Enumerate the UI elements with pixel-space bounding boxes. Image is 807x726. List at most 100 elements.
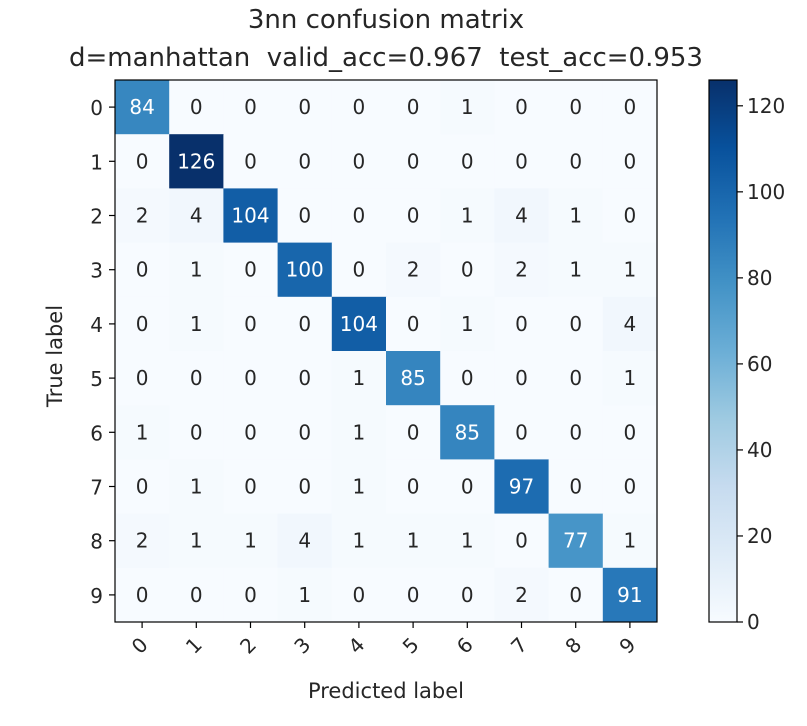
cell-value-label: 0 [624, 475, 637, 499]
cell-value-label: 0 [298, 204, 311, 228]
cell-value-label: 0 [461, 149, 474, 173]
cell-value-label: 126 [177, 149, 215, 173]
cell-value-label: 4 [298, 529, 311, 553]
heatmap-cell [440, 134, 495, 189]
cell-value-label: 1 [190, 475, 203, 499]
cell-value-label: 0 [407, 149, 420, 173]
cell-value-label: 0 [624, 95, 637, 119]
heatmap-cell [386, 242, 441, 298]
cell-value-label: 0 [624, 204, 637, 228]
cell-value-label: 0 [244, 475, 257, 499]
chart-title: 3nn confusion matrix [248, 5, 524, 35]
cell-value-label: 0 [244, 420, 257, 444]
cell-value-label: 2 [515, 583, 528, 607]
cell-value-label: 2 [515, 258, 528, 282]
y-tick-label: 8 [90, 530, 103, 554]
cell-labels: 84 0 0 0 0 0 1 0 0 00 126 0 0 0 0 0 0 0 02 4 104 0 0 0 1 4 1 00 1 0 10… [129, 95, 642, 607]
heatmap-cell [223, 80, 279, 135]
heatmap-cell [440, 351, 495, 406]
heatmap-cell [386, 296, 441, 352]
cell-value-label: 0 [244, 312, 257, 336]
cell-value-label: 85 [400, 366, 425, 390]
heatmap-cell [169, 134, 224, 189]
cell-value-label: 0 [298, 420, 311, 444]
cell-value-label: 1 [244, 529, 257, 553]
x-tick-label: 9 [614, 633, 640, 659]
cell-value-label: 1 [569, 258, 582, 282]
heatmap-cell [548, 296, 604, 352]
cell-value-label: 1 [190, 258, 203, 282]
cell-value-label: 1 [461, 204, 474, 228]
heatmap-cell [169, 567, 224, 623]
heatmap-cell [331, 459, 387, 515]
cell-value-label: 0 [136, 258, 149, 282]
heatmap-cell [548, 405, 604, 460]
x-tick-label: 5 [398, 633, 424, 659]
cell-value-label: 0 [353, 258, 366, 282]
cell-value-label: 0 [244, 366, 257, 390]
heatmap-cell [494, 351, 550, 406]
cell-value-label: 0 [244, 149, 257, 173]
heatmap-cell [494, 188, 550, 244]
plot-frame [114, 79, 658, 623]
heatmap-cell [331, 405, 387, 460]
cell-value-label: 1 [624, 258, 637, 282]
cell-value-label: 0 [569, 366, 582, 390]
cell-value-label: 0 [136, 583, 149, 607]
cell-value-label: 97 [509, 475, 534, 499]
cell-value-label: 0 [515, 420, 528, 444]
colorbar-tick-label: 60 [747, 352, 772, 376]
heatmap-cell [223, 188, 279, 244]
cell-value-label: 2 [136, 529, 149, 553]
cell-value-label: 1 [353, 475, 366, 499]
heatmap-cell [440, 459, 495, 515]
heatmap-cell [169, 513, 224, 569]
heatmap-cell [223, 567, 279, 623]
cell-value-label: 0 [569, 149, 582, 173]
heatmap-cell [277, 296, 333, 352]
heatmap-cell [602, 351, 658, 406]
heatmap-cell [440, 513, 495, 569]
heatmap-cell [494, 242, 550, 298]
cell-value-label: 0 [136, 366, 149, 390]
heatmap-cell [494, 134, 550, 189]
heatmap-cell [277, 134, 333, 189]
heatmap-cell [386, 459, 441, 515]
heatmap-cell [386, 188, 441, 244]
heatmap-cell [548, 351, 604, 406]
y-tick-label: 2 [90, 205, 103, 229]
heatmap-cell [602, 242, 658, 298]
cell-value-label: 0 [136, 312, 149, 336]
cell-value-label: 0 [190, 420, 203, 444]
heatmap-cell [115, 459, 170, 515]
heatmap-cell [169, 351, 224, 406]
cell-value-label: 0 [461, 258, 474, 282]
x-tick-label: 2 [235, 633, 261, 659]
heatmap-cell [169, 405, 224, 460]
heatmap-cell [440, 296, 495, 352]
cell-value-label: 1 [353, 529, 366, 553]
heatmap-cells [115, 80, 658, 623]
x-tick-label: 0 [127, 633, 153, 659]
colorbar-tick-label: 80 [747, 266, 772, 290]
cell-value-label: 0 [353, 149, 366, 173]
heatmap-cell [331, 567, 387, 623]
heatmap-cell [548, 188, 604, 244]
heatmap-cell [494, 296, 550, 352]
heatmap-cell [115, 405, 170, 460]
heatmap-cell [115, 513, 170, 569]
heatmap-cell [331, 188, 387, 244]
heatmap-cell [602, 513, 658, 569]
heatmap-cell [169, 296, 224, 352]
cell-value-label: 1 [624, 366, 637, 390]
x-axis: 0 1 2 3 4 5 6 7 8 9 [127, 622, 640, 659]
heatmap-cell [602, 459, 658, 515]
heatmap-cell [115, 242, 170, 298]
x-tick-label: 7 [506, 633, 532, 659]
y-tick-label: 3 [90, 259, 103, 283]
cell-value-label: 0 [298, 95, 311, 119]
cell-value-label: 1 [569, 204, 582, 228]
cell-value-label: 2 [407, 258, 420, 282]
cell-value-label: 0 [624, 149, 637, 173]
heatmap-cell [115, 80, 170, 135]
